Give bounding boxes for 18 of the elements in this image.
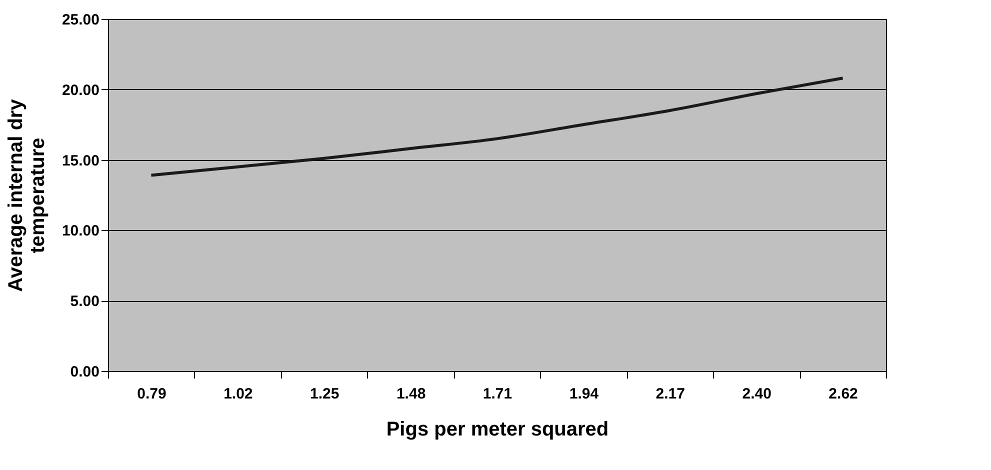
- x-axis-title: Pigs per meter squared: [386, 418, 609, 440]
- x-tick-label: 1.48: [396, 386, 426, 402]
- y-tick-label: 25.00: [62, 12, 100, 28]
- x-tick-label: 1.94: [569, 386, 600, 402]
- y-axis-title: Average internal dry temperature: [4, 98, 49, 292]
- x-tick-label: 0.79: [137, 386, 166, 402]
- x-tick-label: 2.62: [828, 386, 858, 402]
- x-tick-label: 2.17: [656, 386, 685, 402]
- x-tick-label: 1.71: [482, 386, 512, 402]
- y-tick-label: 5.00: [70, 293, 100, 310]
- y-tick-label: 10.00: [62, 222, 100, 240]
- y-tick-label: 0.00: [70, 364, 100, 380]
- x-tick-label: 1.25: [310, 386, 340, 402]
- x-tick-label: 2.40: [742, 386, 772, 402]
- x-tick-label: 1.02: [224, 386, 253, 402]
- line-series: [150, 76, 844, 177]
- y-tick-label: 15.00: [62, 152, 100, 170]
- y-tick-label: 20.00: [62, 82, 100, 99]
